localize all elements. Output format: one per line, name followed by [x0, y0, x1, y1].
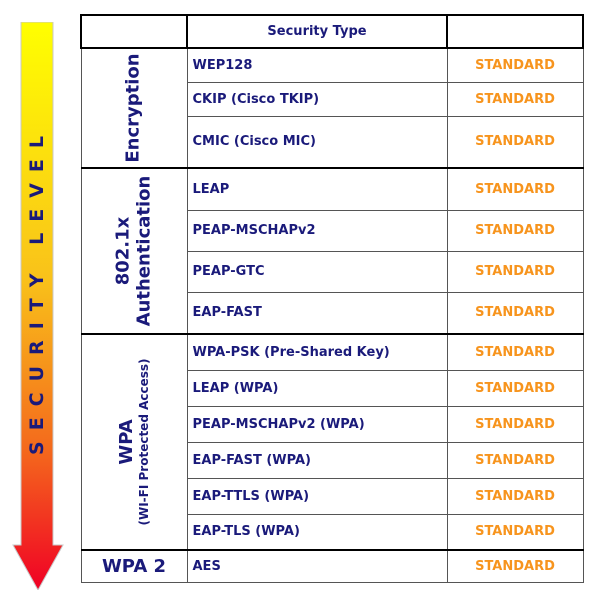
table-row: PEAP-GTC STANDARD [81, 250, 584, 293]
level-cell: STANDARD [446, 477, 584, 515]
group-title: WPA [115, 419, 137, 465]
security-type-cell: EAP-FAST [186, 291, 448, 335]
security-type-cell: CMIC (Cisco MIC) [186, 115, 448, 169]
group-label: 802.1x Authentication [80, 167, 188, 335]
security-table: Security Type Encryption WEP128 STANDARD CK… [80, 14, 584, 583]
level-cell: STANDARD [446, 549, 584, 583]
table-row: WPA 2 AES STANDARD [80, 549, 584, 583]
group-title: WPA 2 [101, 555, 167, 577]
security-type-cell: PEAP-MSCHAPv2 (WPA) [186, 405, 448, 443]
group-label: WPA 2 [80, 549, 188, 583]
table-row: 802.1x Authentication LEAP STANDARD [80, 167, 584, 335]
group-label: WPA (WI-FI Protected Access) [80, 333, 188, 551]
table-row: CMIC (Cisco MIC) STANDARD [81, 115, 584, 169]
group-subtitle: (WI-FI Protected Access) [136, 358, 151, 526]
security-level-label: SECURITY LEVEL [26, 125, 48, 455]
header-row: Security Type [80, 14, 584, 49]
level-cell: STANDARD [446, 250, 584, 293]
level-cell: STANDARD [446, 167, 584, 211]
security-type-cell: WPA-PSK (Pre-Shared Key) [186, 333, 448, 371]
security-type-cell: CKIP (Cisco TKIP) [186, 81, 448, 117]
security-type-cell: AES [186, 549, 448, 583]
security-type-cell: PEAP-GTC [186, 250, 448, 293]
level-cell: STANDARD [446, 115, 584, 169]
table-row: PEAP-MSCHAPv2 STANDARD [81, 209, 584, 252]
table-row: Encryption WEP128 STANDARD [80, 47, 584, 169]
group-title: Encryption [122, 53, 144, 163]
level-cell: STANDARD [446, 405, 584, 443]
group-subtitle: Authentication [133, 175, 154, 327]
security-type-cell: EAP-TTLS (WPA) [186, 477, 448, 515]
security-type-cell: LEAP (WPA) [186, 369, 448, 407]
table-row: PEAP-MSCHAPv2 (WPA) STANDARD [81, 405, 584, 443]
security-type-cell: WEP128 [186, 47, 448, 83]
level-cell: STANDARD [446, 333, 584, 371]
level-cell: STANDARD [446, 369, 584, 407]
security-type-cell: PEAP-MSCHAPv2 [186, 209, 448, 252]
level-cell: STANDARD [446, 81, 584, 117]
table-row: EAP-FAST STANDARD [81, 291, 584, 335]
table-row: LEAP (WPA) STANDARD [81, 369, 584, 407]
security-type-cell: EAP-FAST (WPA) [186, 441, 448, 479]
level-cell: STANDARD [446, 441, 584, 479]
table-row: EAP-TTLS (WPA) STANDARD [81, 477, 584, 515]
security-type-cell: EAP-TLS (WPA) [186, 513, 448, 551]
table-row: EAP-TLS (WPA) STANDARD [81, 513, 584, 551]
table-row: CKIP (Cisco TKIP) STANDARD [81, 81, 584, 117]
table-row: WPA (WI-FI Protected Access) WPA-PSK (Pre-… [80, 333, 584, 551]
level-cell: STANDARD [446, 291, 584, 335]
level-cell: STANDARD [446, 209, 584, 252]
security-level-arrow [12, 22, 64, 590]
header-level [446, 14, 584, 49]
group-title: 802.1x [112, 216, 134, 286]
level-cell: STANDARD [446, 513, 584, 551]
header-security-type: Security Type [186, 14, 448, 49]
level-cell: STANDARD [446, 47, 584, 83]
security-type-cell: LEAP [186, 167, 448, 211]
header-group [80, 14, 188, 49]
group-label: Encryption [80, 47, 188, 169]
